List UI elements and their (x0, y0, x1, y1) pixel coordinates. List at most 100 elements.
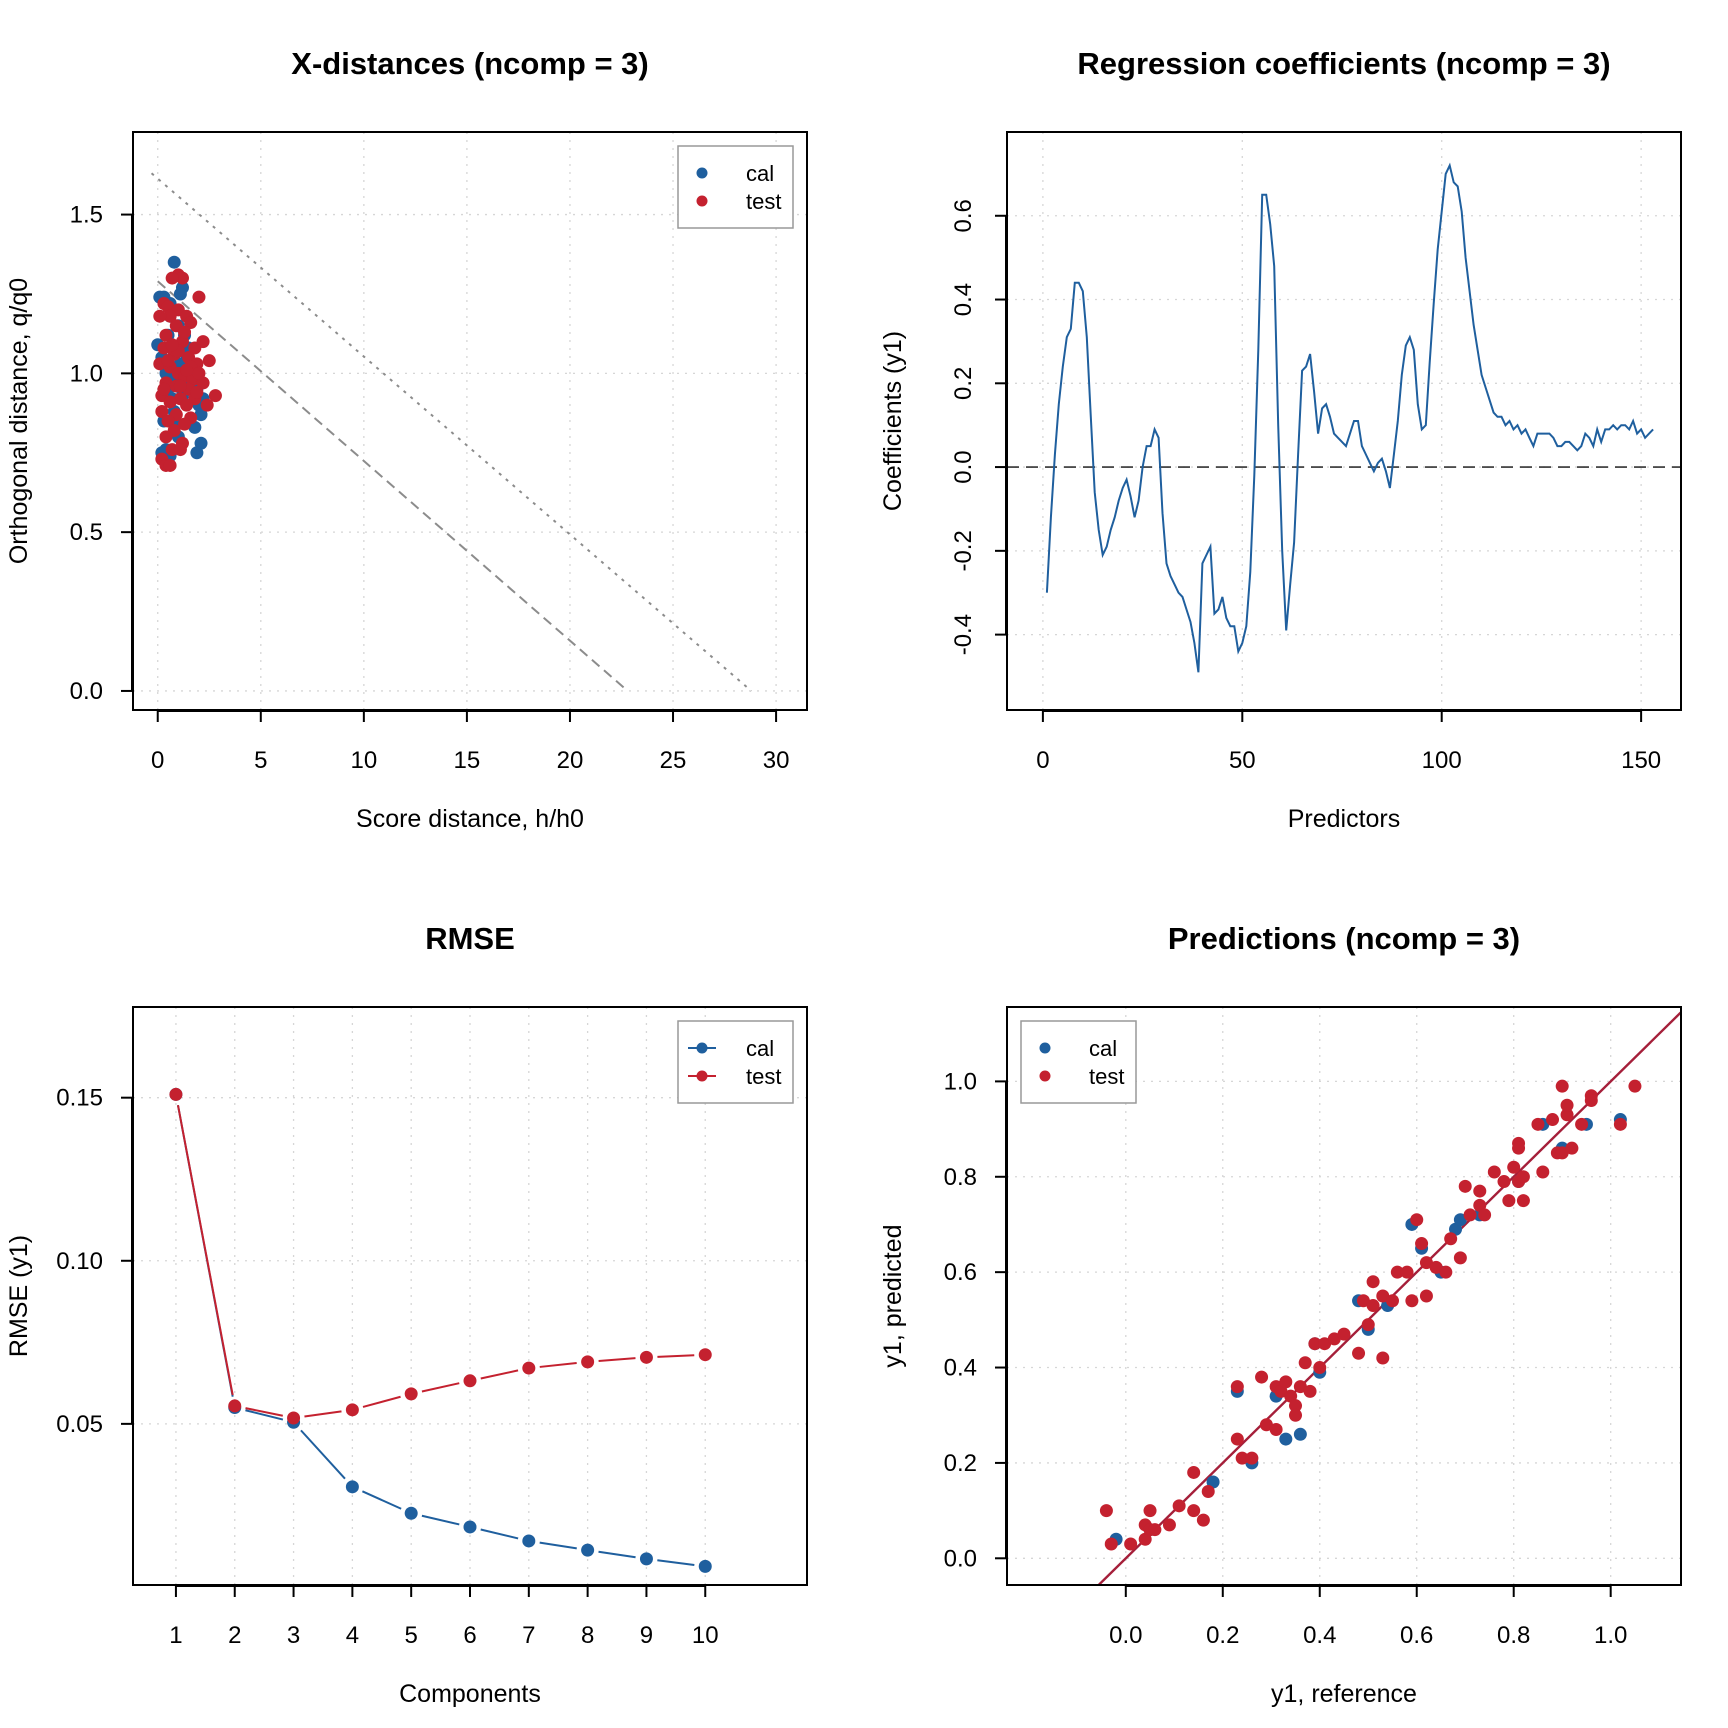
cal-rmse-point (639, 1552, 653, 1566)
test-point (200, 398, 214, 412)
test-point (202, 354, 216, 368)
test-point (161, 414, 175, 428)
test-point (1269, 1423, 1283, 1437)
cal-rmse-line-segment (657, 1559, 695, 1567)
legend-cal-marker (696, 1042, 708, 1054)
x-axis-label: Components (399, 1680, 541, 1708)
plot-area (169, 1087, 712, 1573)
x-tick-label: 0 (1036, 747, 1049, 774)
test-rmse-line-segment (539, 1362, 577, 1368)
test-point (1429, 1260, 1443, 1274)
test-point (1584, 1093, 1598, 1107)
plot-frame (1006, 131, 1682, 711)
test-point (1555, 1079, 1569, 1093)
test-point (1255, 1370, 1269, 1384)
legend-test-marker (696, 1070, 708, 1082)
cal-point (1279, 1432, 1293, 1446)
test-point (1196, 1513, 1210, 1527)
rmse-panel: RMSE Components RMSE (y1) 1 2 3 4 5 6 7 8 9 10 0.05 0.… (5, 921, 808, 1708)
x-tick-label: 7 (522, 1622, 535, 1649)
test-point (208, 389, 222, 403)
test-point (1318, 1337, 1332, 1351)
y-tick-label: -0.4 (950, 614, 977, 655)
test-point (163, 458, 177, 472)
test-rmse-point (698, 1348, 712, 1362)
test-point (165, 338, 179, 352)
x-tick-label: 20 (557, 747, 584, 774)
test-point (1289, 1408, 1303, 1422)
y-tick-label: 0.0 (70, 678, 103, 705)
test-point (1308, 1337, 1322, 1351)
test-point (157, 382, 171, 396)
target-line (1096, 1011, 1681, 1585)
cal-rmse-point (698, 1559, 712, 1573)
y-tick-label: 0.2 (950, 367, 977, 400)
legend-test-label: test (746, 1064, 781, 1089)
test-point (1565, 1141, 1579, 1155)
test-point (1385, 1294, 1399, 1308)
x-tick-label: 30 (763, 747, 790, 774)
test-point (1187, 1504, 1201, 1518)
test-rmse-line-segment (480, 1369, 519, 1380)
x-tick-label: 0.6 (1400, 1622, 1433, 1649)
test-rmse-line-segment (304, 1410, 342, 1418)
test-rmse-point (522, 1361, 536, 1375)
test-point (1516, 1170, 1530, 1184)
legend-box (677, 1020, 794, 1104)
cal-rmse-line-segment (598, 1550, 636, 1559)
plot-frame (132, 131, 808, 711)
test-rmse-line-segment (657, 1354, 695, 1358)
test-point (153, 309, 167, 323)
plot-area (1007, 162, 1681, 673)
test-point (1628, 1079, 1642, 1093)
cal-rmse-point (522, 1534, 536, 1548)
cal-rmse-line-segment (245, 1409, 284, 1421)
test-point (180, 363, 194, 377)
test-point (175, 271, 189, 285)
test-point (1313, 1361, 1327, 1375)
test-point (1531, 1117, 1545, 1131)
test-point (1439, 1265, 1453, 1279)
legend-cal-label: cal (1089, 1036, 1117, 1061)
test-point (1575, 1117, 1589, 1131)
test-point (1415, 1237, 1429, 1251)
chart-title: X-distances (ncomp = 3) (291, 46, 648, 81)
y-tick-label: 1.0 (70, 360, 103, 387)
x-tick-label: 5 (254, 747, 267, 774)
legend-test-marker (696, 195, 708, 207)
test-point (1453, 1251, 1467, 1265)
plot-frame (132, 1006, 808, 1586)
legend-cal-marker (1039, 1042, 1051, 1054)
test-point (178, 417, 192, 431)
x-axis-label: Score distance, h/h0 (356, 805, 584, 833)
cal-rmse-line-segment (361, 1490, 402, 1510)
test-point (1507, 1160, 1521, 1174)
y-tick-label: 0.2 (944, 1450, 977, 1477)
cal-point (194, 408, 208, 422)
test-rmse-point (463, 1374, 477, 1388)
test-point (1390, 1265, 1404, 1279)
test-point (196, 335, 210, 349)
cal-point (1293, 1427, 1307, 1441)
test-point (1143, 1504, 1157, 1518)
test-rmse-point (345, 1403, 359, 1417)
legend: cal test (677, 145, 794, 229)
x-tick-label: 100 (1422, 747, 1462, 774)
x-tick-label: 50 (1229, 747, 1256, 774)
test-point (1337, 1327, 1351, 1341)
test-point (1497, 1175, 1511, 1189)
legend: cal test (1020, 1020, 1137, 1104)
y-axis-label: Orthogonal distance, q/q0 (5, 278, 33, 564)
y-tick-label: 0.6 (944, 1259, 977, 1286)
plot-area (150, 172, 753, 692)
legend-box (1020, 1020, 1137, 1104)
test-point (1613, 1117, 1627, 1131)
test-point (159, 430, 173, 444)
predictions-panel: Predictions (ncomp = 3) y1, reference y1, … (879, 921, 1682, 1708)
test-point (184, 316, 198, 330)
chart-title: Regression coefficients (ncomp = 3) (1077, 46, 1610, 81)
test-point (173, 443, 187, 457)
test-point (1546, 1113, 1560, 1127)
legend-box (677, 145, 794, 229)
test-point (1148, 1523, 1162, 1537)
